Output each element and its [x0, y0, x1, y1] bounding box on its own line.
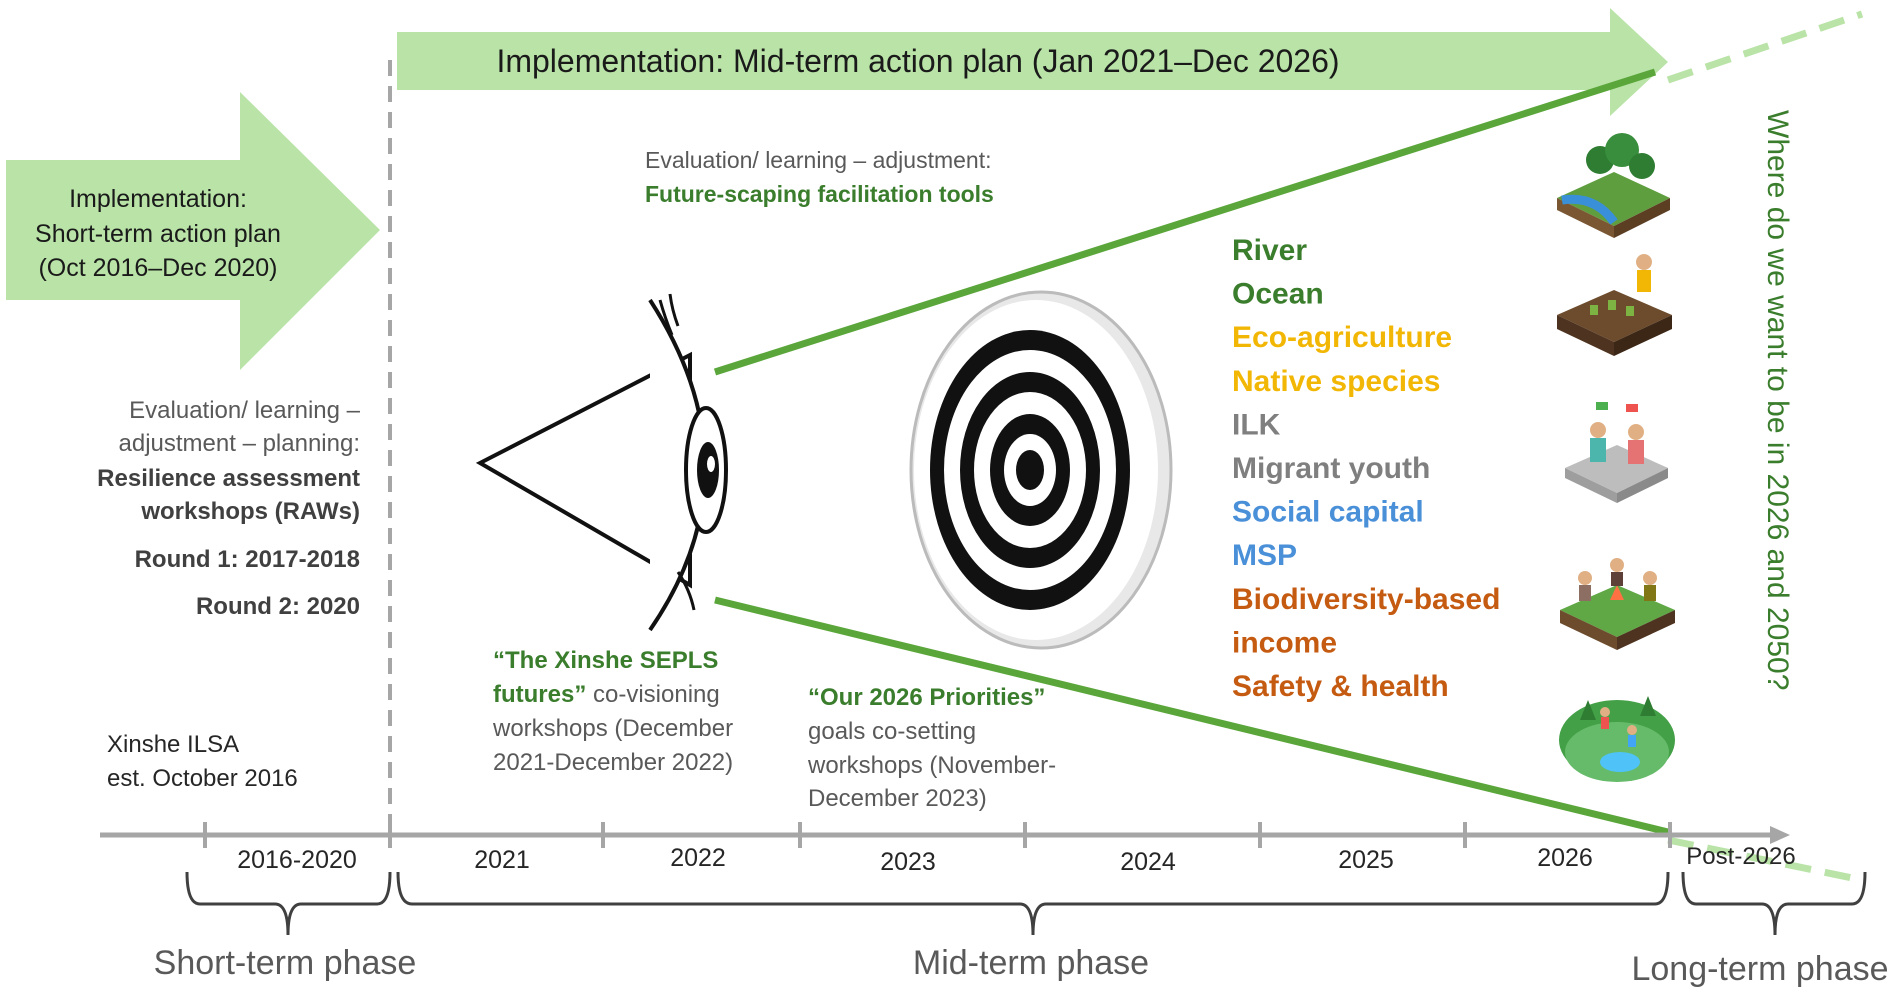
timeline-axis: [100, 822, 1790, 848]
cone-upper-line: [713, 68, 1657, 376]
short-term-arrow-line-2: Short-term action plan: [35, 220, 281, 248]
mid-term-arrow-label: Implementation: Mid-term action plan (Ja…: [496, 43, 1339, 79]
period-post-2026: Post-2026: [1686, 843, 1795, 870]
priority-item: Safety & health: [1232, 670, 1449, 703]
priority-item: Eco-agriculture: [1232, 321, 1452, 354]
period-2025: 2025: [1338, 846, 1394, 874]
park-recreation-icon: [1559, 696, 1675, 782]
period-2026: 2026: [1537, 844, 1593, 872]
ilsa-line-1: Xinshe ILSA: [107, 731, 239, 758]
period-2016-2020: 2016-2020: [237, 846, 357, 874]
mid-term-arrow: Implementation: Mid-term action plan (Ja…: [397, 8, 1668, 116]
evaluation-line-2: adjustment – planning:: [119, 430, 361, 457]
evaluation-line-1: Evaluation/ learning –: [129, 397, 360, 424]
priority-item: ILK: [1232, 408, 1281, 441]
priority-item: MSP: [1232, 539, 1297, 572]
raw-title-line-1: Resilience assessment: [97, 465, 360, 492]
priority-item: Social capital: [1232, 496, 1424, 529]
priority-item: Native species: [1232, 365, 1440, 398]
river-landscape-icon: [1557, 133, 1670, 238]
eye-icon: [475, 293, 728, 632]
farming-plot-icon: [1557, 254, 1672, 356]
workshop2-title: “Our 2026 Priorities”: [808, 684, 1045, 711]
short-term-arrow-line-3: (Oct 2016–Dec 2020): [38, 254, 277, 282]
period-2022: 2022: [670, 844, 726, 872]
workshop1-title-line-1: “The Xinshe SEPLS: [493, 647, 718, 674]
phase-labels: Short-term phase Mid-term phase Long-ter…: [154, 944, 1889, 988]
priority-item: River: [1232, 234, 1307, 267]
workshop-goals-setting: “Our 2026 Priorities” goals co-setting w…: [807, 684, 1056, 812]
target-icon: [909, 290, 1173, 650]
raw-round-1: Round 1: 2017-2018: [135, 546, 360, 573]
period-2024: 2024: [1120, 848, 1176, 876]
workshop2-line-4: December 2023): [808, 785, 987, 812]
cone-lower-line: [714, 596, 1669, 836]
priority-item: Biodiversity-based: [1232, 583, 1500, 616]
short-term-phase-label: Short-term phase: [154, 944, 417, 982]
long-term-dash-bottom: [1667, 836, 1863, 884]
evaluation-top-line-1: Evaluation/ learning – adjustment:: [645, 147, 992, 173]
short-term-evaluation: Evaluation/ learning – adjustment – plan…: [97, 397, 360, 620]
short-term-arrow-line-1: Implementation:: [69, 185, 247, 213]
period-2021: 2021: [474, 846, 530, 874]
workshop2-line-2: goals co-setting: [808, 718, 976, 745]
community-meeting-icon: [1565, 402, 1668, 503]
long-term-dash-top: [1666, 10, 1864, 84]
raw-round-2: Round 2: 2020: [196, 593, 360, 620]
vertical-question: Where do we want to be in 2026 and 2050?: [1761, 110, 1794, 690]
ilsa-line-2: est. October 2016: [107, 765, 298, 792]
period-2023: 2023: [880, 848, 936, 876]
workshop1-line-4: 2021-December 2022): [493, 749, 733, 776]
workshop2-line-3: workshops (November-: [807, 752, 1056, 779]
campfire-gathering-icon: [1560, 558, 1675, 650]
mid-term-phase-label: Mid-term phase: [913, 944, 1149, 982]
priority-item: Migrant youth: [1232, 452, 1430, 485]
workshop-co-visioning: “The Xinshe SEPLS futures” co-visioning …: [492, 647, 733, 776]
priority-list: River Ocean Eco-agriculture Native species I…: [1232, 234, 1500, 703]
evaluation-top-line-2: Future-scaping facilitation tools: [645, 181, 994, 207]
short-term-arrow: Implementation: Short-term action plan (…: [6, 92, 380, 370]
long-term-phase-label: Long-term phase: [1631, 950, 1888, 988]
xinshe-ilsa: Xinshe ILSA est. October 2016: [107, 731, 298, 792]
workshop1-line-3: workshops (December: [492, 715, 733, 742]
priority-item: income: [1232, 626, 1337, 659]
phase-braces: [185, 871, 1867, 936]
timeline-periods: 2016-2020 2021 2022 2023 2024 2025 2026 …: [237, 843, 1795, 876]
workshop1-title-line-2: futures” co-visioning: [493, 681, 720, 708]
raw-title-line-2: workshops (RAWs): [140, 498, 360, 525]
priority-item: Ocean: [1232, 278, 1324, 311]
